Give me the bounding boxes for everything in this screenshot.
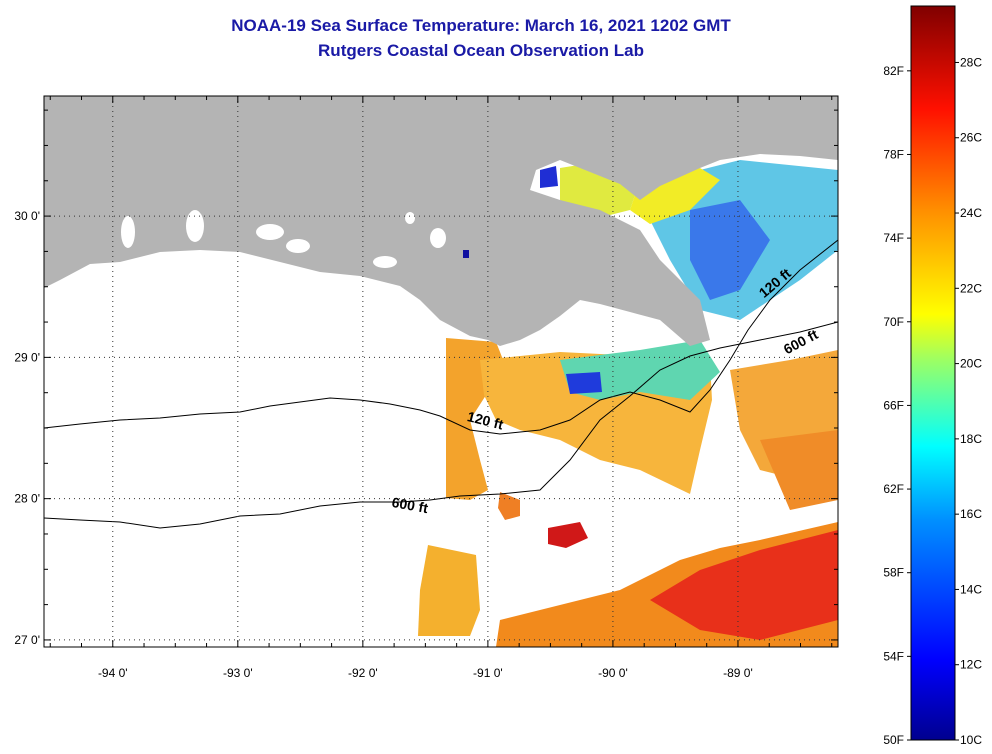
lon-tick-label: -94 0' [98,666,128,680]
sst-patch-southwest [418,545,480,636]
celsius-label: 10C [960,733,982,747]
lat-tick-label: 28 0' [14,492,40,506]
celsius-label: 26C [960,131,982,145]
axis-labels: -94 0' -93 0' -92 0' -91 0' -90 0' -89 0' 30 0… [14,209,752,680]
graticule [44,96,838,647]
celsius-label: 14C [960,582,982,596]
map-frame [43,95,839,648]
celsius-label: 20C [960,357,982,371]
fahrenheit-label: 54F [883,649,904,663]
lon-tick-label: -93 0' [223,666,253,680]
sst-patch-hot-spot [548,522,588,548]
celsius-label: 28C [960,55,982,69]
celsius-label: 18C [960,432,982,446]
cold-pixel [463,250,469,258]
land-mass [44,96,838,346]
fahrenheit-label: 78F [883,147,904,161]
colorbar-labels: 28C 26C 24C 22C 20C 18C 16C 14C 12C 10C 82F 78F 74F 7… [883,55,982,747]
axis-ticks [44,96,838,647]
fahrenheit-label: 62F [883,482,904,496]
lon-tick-label: -90 0' [598,666,628,680]
celsius-label: 16C [960,507,982,521]
celsius-label: 24C [960,206,982,220]
fahrenheit-label: 50F [883,733,904,747]
lat-tick-label: 27 0' [14,633,40,647]
map-title: NOAA-19 Sea Surface Temperature: March 1… [231,16,731,35]
sst-patch-bay-blue [690,200,770,300]
map-subtitle: Rutgers Coastal Ocean Observation Lab [318,41,644,60]
colorbar [910,5,956,741]
fahrenheit-label: 82F [883,64,904,78]
sst-patch-south-hot [650,530,838,640]
lat-tick-label: 29 0' [14,350,40,364]
sst-patch-cold-spot [540,166,558,188]
fahrenheit-label: 70F [883,315,904,329]
sst-patch-east-orange [760,430,838,510]
inland-water [121,210,446,268]
sst-patch-west-blue [566,372,602,394]
lon-tick-label: -92 0' [348,666,378,680]
bathymetry-120ft [44,239,838,435]
fahrenheit-label: 66F [883,398,904,412]
celsius-label: 12C [960,658,982,672]
fahrenheit-label: 58F [883,566,904,580]
celsius-label: 22C [960,281,982,295]
fahrenheit-label: 74F [883,231,904,245]
contour-label: 600 ft [391,494,430,516]
lon-tick-label: -91 0' [473,666,503,680]
lat-tick-label: 30 0' [14,209,40,223]
lon-tick-label: -89 0' [723,666,753,680]
bathymetry-600ft [44,321,838,529]
